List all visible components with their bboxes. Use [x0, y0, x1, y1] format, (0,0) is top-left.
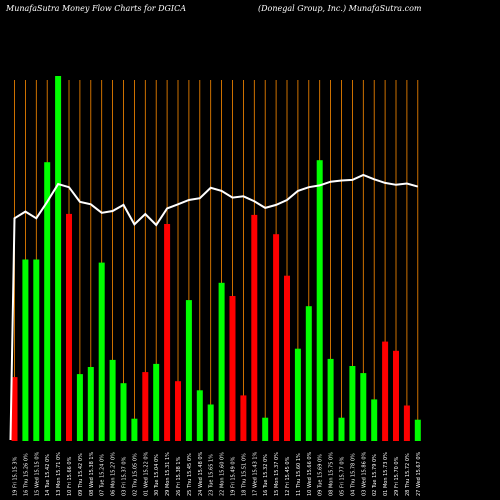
x-tick-label: 25 Thu 15.45 0% [187, 453, 193, 496]
flow-bar [66, 213, 72, 441]
flow-bar [109, 359, 116, 441]
flow-bar [316, 160, 323, 441]
x-tick-label: 01 Mon 15.73 0% [383, 452, 389, 496]
flow-bar [382, 341, 389, 441]
x-tick-label: 13 Mon 15.71 0% [56, 452, 62, 496]
x-tick-label: 02 Tue 15.79 0% [372, 454, 378, 496]
x-tick-label: 16 Thu 15.26 0% [23, 453, 29, 496]
x-tick-label: 30 Tue 15.04 0% [154, 454, 160, 496]
x-tick-label: 28 Thu 15.72 0% [405, 453, 411, 496]
x-tick-label: 03 Fri 15.37 0% [122, 456, 128, 496]
flow-bar [33, 259, 40, 441]
flow-bar [414, 419, 421, 441]
flow-bar [273, 234, 280, 441]
x-tick-label: 09 Thu 15.42 0% [78, 453, 84, 496]
flow-bar [175, 381, 181, 441]
x-tick-label: 08 Wed 15.38 1% [89, 451, 95, 496]
flow-bar [371, 399, 378, 441]
flow-bar [142, 372, 149, 441]
x-tick-labels: 19 Fri 15.15 3% 16 Thu 15.26 0% 15 Wed 15.… [13, 451, 422, 496]
flow-bar [305, 306, 312, 441]
x-tick-label: 27 Wed 15.67 0% [416, 451, 422, 496]
flow-bar [44, 162, 51, 441]
flow-bar [11, 377, 18, 441]
flow-bar [196, 390, 203, 441]
x-tick-label: 09 Tue 15.69 0% [318, 454, 324, 496]
x-tick-label: 22 Mon 15.60 0% [220, 452, 226, 496]
x-tick-label: 23 Tue 15.65 1% [209, 454, 215, 496]
x-tick-label: 08 Mon 15.75 0% [329, 452, 335, 496]
x-tick-label: 17 Wed 15.43 1% [252, 451, 258, 496]
price-line [9, 173, 419, 441]
flow-bar [240, 395, 247, 441]
flow-bar [284, 275, 290, 441]
x-tick-label: 24 Wed 15.48 0% [198, 451, 204, 496]
flow-bar [131, 418, 138, 441]
chart-title: MunafaSutra Money Flow Charts for DGICA [6, 4, 186, 13]
flow-bar [87, 367, 94, 441]
flow-bar [185, 300, 192, 441]
flow-bar [153, 363, 160, 441]
x-tick-label: 19 Fri 15.49 0% [231, 456, 237, 496]
x-tick-label: 16 Tue 15.32 0% [263, 454, 269, 496]
flow-bar [393, 350, 399, 441]
flow-bar [120, 383, 127, 441]
x-tick-label: 18 Thu 15.51 0% [241, 453, 247, 496]
x-tick-label: 02 Thu 15.05 0% [132, 453, 138, 496]
flow-bar [207, 404, 214, 441]
x-tick-label: 04 Thu 15.78 0% [350, 453, 356, 496]
flow-bar [164, 224, 171, 441]
flow-bar [251, 214, 258, 441]
flow-bar [22, 259, 29, 441]
bar-series [11, 76, 421, 441]
x-tick-label: 26 Fri 15.38 1% [176, 456, 182, 496]
flow-bar [76, 374, 83, 441]
flow-bar [218, 282, 225, 441]
price-line-series [9, 173, 419, 441]
x-tick-label: 11 Thu 15.60 1% [296, 453, 302, 496]
x-tick-label: 29 Mon 15.31 1% [165, 452, 171, 496]
x-tick-label: 15 Wed 15.15 0% [34, 451, 40, 496]
flow-bar [98, 262, 105, 441]
x-tick-label: 19 Fri 15.15 3% [13, 456, 19, 496]
flow-bar [360, 373, 367, 441]
flow-bar [262, 417, 269, 441]
x-tick-label: 14 Tue 15.42 0% [45, 454, 51, 496]
flow-bar [55, 76, 62, 441]
x-tick-label: 05 Fri 15.77 0% [340, 456, 346, 496]
chart-subtitle: (Donegal Group, Inc.) MunafaSutra.com [258, 4, 422, 13]
flow-bar [403, 405, 410, 441]
flow-bar [349, 366, 356, 441]
x-tick-label: 10 Wed 15.66 0% [307, 451, 313, 496]
x-tick-label: 15 Mon 15.37 0% [274, 452, 280, 496]
flow-bar [294, 348, 301, 441]
grid-lines [14, 80, 419, 441]
x-tick-label: 03 Wed 15.86 0% [361, 451, 367, 496]
x-tick-label: 10 Fri 15.66 0% [67, 456, 73, 496]
x-tick-label: 12 Fri 15.45 0% [285, 456, 291, 496]
flow-bar [229, 296, 236, 441]
flow-bar [327, 358, 334, 441]
x-tick-label: 29 Fri 15.70 0% [394, 456, 400, 496]
x-tick-label: 06 Mon 15.27 0% [111, 452, 117, 496]
flow-bar [338, 417, 345, 441]
x-tick-label: 07 Tue 15.24 0% [100, 454, 106, 496]
x-tick-label: 01 Wed 15.22 0% [143, 451, 149, 496]
